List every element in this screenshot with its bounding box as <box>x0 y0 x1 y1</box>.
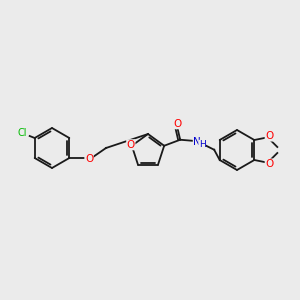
Text: O: O <box>173 119 181 129</box>
Text: O: O <box>127 140 135 150</box>
Text: O: O <box>265 131 273 141</box>
Text: Cl: Cl <box>18 128 27 138</box>
Text: O: O <box>85 154 93 164</box>
Text: N: N <box>193 137 201 147</box>
Text: O: O <box>265 159 273 169</box>
Text: H: H <box>199 140 206 149</box>
